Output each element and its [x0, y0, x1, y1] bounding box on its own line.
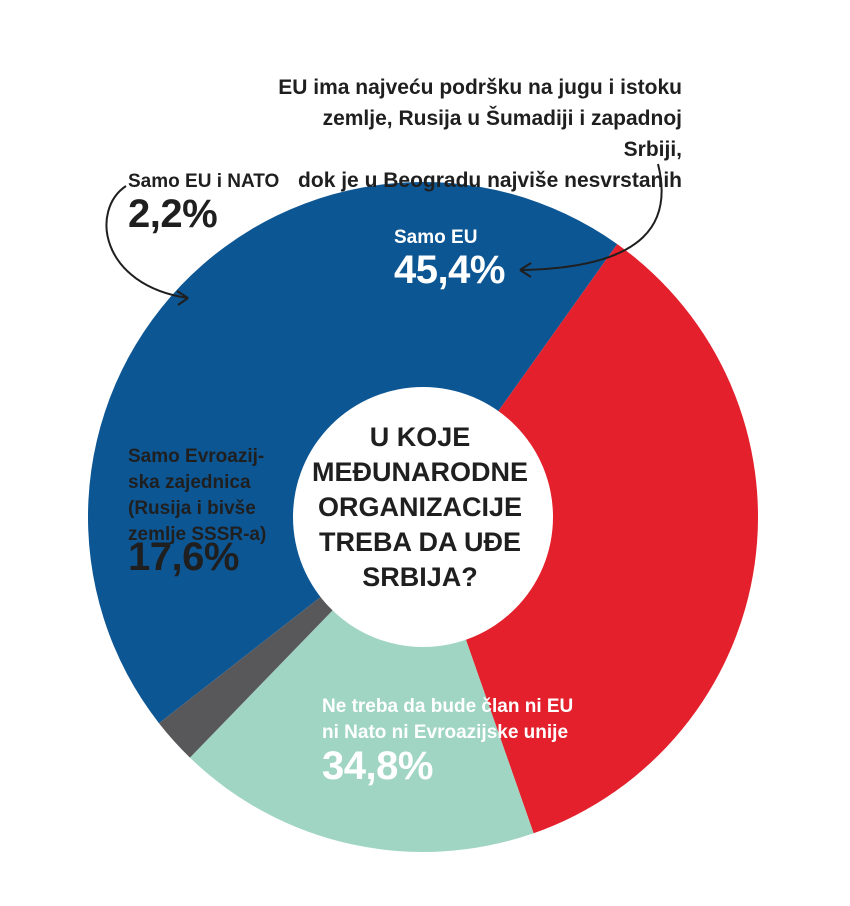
slice-label-eu-nato: Samo EU i NATO	[128, 171, 280, 192]
note-line: EU ima najveću podršku na jugu i istoku	[278, 76, 682, 99]
label-line: ni Nato ni Evroazijske unije	[322, 722, 569, 743]
nato-arrowhead-icon	[176, 290, 189, 306]
note-arrow-line	[519, 163, 663, 271]
label-line: ska zajednica	[128, 472, 251, 493]
label-line: (Rusija i bivše	[128, 498, 256, 519]
title-line: ORGANIZACIJE	[317, 492, 523, 522]
label-line: Samo Evroazij-	[128, 446, 265, 467]
slice-value-samo-eu: 45,4%	[394, 248, 505, 292]
label-line: zemlje SSSR-a)	[128, 524, 267, 545]
chart-title: U KOJE MEĐUNARODNE ORGANIZACIJE TREBA DA…	[300, 420, 540, 595]
slice-value-none: 34,8%	[322, 744, 433, 788]
annotation-note: EU ima najveću podršku na jugu i istoku …	[262, 72, 682, 196]
title-line: SRBIJA?	[362, 562, 478, 592]
slice-none	[423, 244, 759, 834]
label-line: Ne treba da bude član ni EU	[322, 696, 574, 717]
title-line: TREBA DA UĐE	[319, 527, 521, 557]
note-arrowhead-icon	[519, 262, 532, 278]
slice-label-eaeu: Samo Evroazij- ska zajednica (Rusija i b…	[128, 444, 266, 548]
note-line: dok je u Beogradu najviše nesvrstanih	[298, 169, 682, 192]
slice-value-eu-nato: 2,2%	[128, 192, 218, 236]
donut-hole	[293, 387, 553, 647]
nato-arrow-line	[105, 185, 189, 299]
title-line: MEĐUNARODNE	[312, 457, 528, 487]
slice-label-none: Ne treba da bude član ni EU ni Nato ni E…	[322, 694, 573, 746]
slice-label-samo-eu: Samo EU	[394, 227, 478, 248]
slice-value-eaeu: 17,6%	[128, 535, 239, 579]
title-line: U KOJE	[369, 422, 471, 452]
note-line: zemlje, Rusija u Šumadiji i zapadnoj Srb…	[322, 107, 682, 161]
